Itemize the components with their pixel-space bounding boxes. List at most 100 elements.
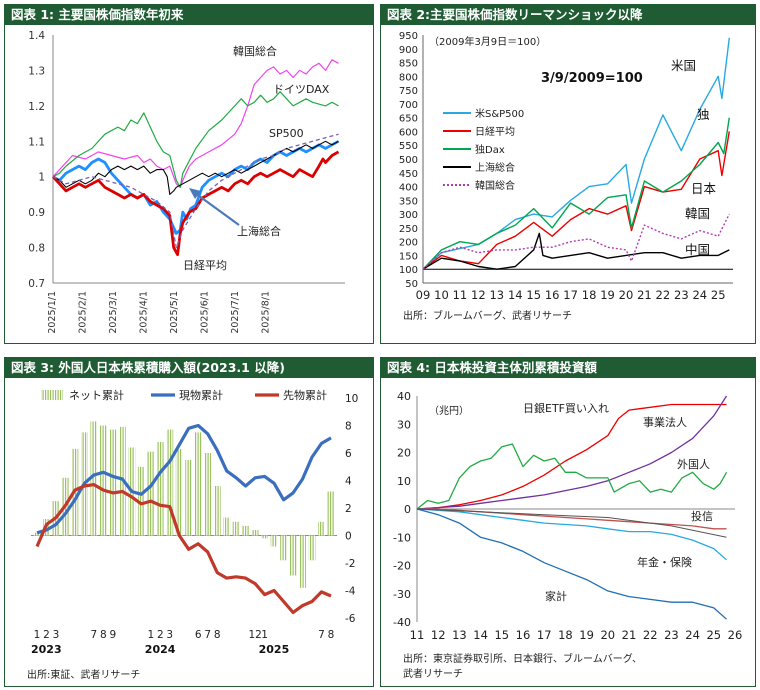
y-tick-label: 1	[38, 172, 45, 184]
net-bar	[327, 491, 335, 536]
x-tick-label: 13	[452, 628, 467, 642]
p2-series-de	[422, 117, 730, 270]
y-tick-label: 1.1	[28, 136, 45, 148]
chart-1: 0.7 0.8 0.9 1 1.1 1.2 1.3 1.4 2025/1/1 2025/2/1 20…	[28, 30, 345, 334]
y-tick-label: -10	[393, 531, 411, 544]
y-tick-label: 250	[399, 224, 418, 235]
x-tick-label: 16	[516, 628, 531, 642]
legend-label-us: 米S&P500	[475, 107, 524, 120]
x-tick-label: 25	[711, 288, 726, 302]
legend-label: ネット累計	[69, 388, 124, 402]
x-tick-label: 18	[558, 628, 573, 642]
p4-series-boj	[416, 403, 727, 510]
x-tick-label: 21	[637, 288, 652, 302]
y-tick-label: 8	[345, 421, 352, 433]
x-tick-label: 19	[579, 628, 594, 642]
source: 出所：ブルームバーグ、武者リサーチ	[403, 309, 572, 322]
label-boj: 日銀ETF買い入れ	[523, 401, 609, 415]
x-tick-label: 20	[600, 628, 615, 642]
net-bar	[204, 453, 212, 536]
x-tick-label: 2025/4/1	[139, 291, 150, 334]
y-tick-label: 450	[399, 169, 418, 180]
y-tick-label: -2	[345, 558, 355, 570]
x-tick-label: 24	[685, 628, 700, 642]
y-tick-label: 650	[399, 114, 418, 125]
panel-3: 図表 3: 外国人日本株累積購入額(2023.1 以降) -6 -4 -2 0 2 4 6 8…	[4, 357, 374, 687]
x-tick-label: 2025/7/1	[230, 291, 241, 334]
net-bar	[261, 535, 268, 539]
y-tick-label: 1.2	[28, 101, 45, 113]
x-tick-label: 2	[43, 629, 50, 641]
x-tick-label: 7	[204, 629, 211, 641]
label-shanghai: 上海総合	[237, 224, 281, 238]
shanghai-arrow-head	[189, 188, 201, 199]
net-bar	[194, 432, 202, 536]
y-tick-label: 0	[404, 503, 411, 516]
x-tick-label: 3	[53, 629, 60, 641]
x-tick-label: 2025/1/1	[47, 291, 58, 334]
x-tick-label: 20	[619, 288, 634, 302]
label-dax: ドイツDAX	[273, 83, 330, 96]
x-tick-label: 14	[473, 628, 488, 642]
y-tick-label: 800	[399, 72, 418, 83]
x-tick-label: 3	[166, 629, 173, 641]
y-tick-label: 700	[399, 100, 418, 111]
p2-series-jp	[422, 131, 730, 270]
label-foreign: 外国人	[677, 458, 710, 471]
y-tick-label: 100	[399, 265, 418, 276]
y-tick-label: 0	[345, 531, 352, 543]
y-tick-label: -6	[345, 613, 356, 625]
x-tick-label: 24	[692, 288, 707, 302]
y-tick-label: -40	[393, 616, 411, 629]
label-pension: 年金・保険	[637, 555, 692, 569]
y-tick-label: 10	[345, 393, 358, 405]
x-tick-label: 22	[656, 288, 671, 302]
x-tick-label: 9	[110, 629, 117, 641]
year-label: 2023	[31, 643, 62, 656]
label-korea: 韓国総合	[233, 44, 277, 58]
p1-series-nikkei	[51, 150, 340, 257]
y-tick-label: 600	[399, 127, 418, 138]
x-tick-label: 7	[91, 629, 98, 641]
net-bar	[270, 535, 278, 547]
y-tick-label: 550	[399, 141, 418, 152]
net-bar	[308, 535, 316, 561]
legend-label: 先物累計	[283, 388, 327, 402]
series-spot	[36, 423, 332, 535]
net-bar	[109, 429, 117, 536]
series-fut	[35, 483, 332, 615]
net-bar	[318, 521, 325, 536]
y-tick-label: 2	[345, 503, 352, 515]
net-bar	[90, 421, 98, 536]
x-tick-label: 12	[431, 628, 446, 642]
x-tick-label: 11	[410, 628, 425, 642]
net-bar	[156, 442, 164, 536]
x-tick-label: 23	[664, 628, 679, 642]
panel-1: 図表 1: 主要国株価指数年初来 0.7 0.8 0.9 1 1.1 1.2 1.3 1.4 2…	[4, 4, 374, 344]
p4-series-pension	[416, 508, 727, 561]
y-tick-label: 400	[399, 183, 418, 194]
p4-series-other	[416, 508, 727, 538]
net-bar	[100, 425, 107, 536]
x-tick-label: 15	[526, 288, 541, 302]
y-tick-label: 0.7	[28, 278, 45, 290]
x-tick-label: 6	[195, 629, 202, 641]
y-tick-label: 10	[397, 475, 411, 488]
net-bar	[289, 535, 297, 576]
y-tick-label: 200	[399, 238, 418, 249]
p1-series-shanghai	[52, 140, 339, 195]
net-bar	[175, 448, 183, 536]
p1-series-korea	[52, 59, 339, 188]
x-tick-label: 16	[545, 288, 560, 302]
x-tick-label: 10	[434, 288, 449, 302]
y-tick-label: 850	[399, 59, 418, 70]
y-tick-label: 0.9	[28, 207, 45, 219]
panel-2-title: 図表 2:主要国株価指数リーマンショック以降	[381, 5, 755, 25]
y-tick-label: 40	[397, 390, 411, 403]
x-tick-label: 2025/5/1	[169, 291, 180, 334]
p2-series-kr	[422, 213, 730, 270]
p1-series-dax	[52, 91, 339, 188]
x-tick-label: 11	[453, 288, 468, 302]
unit-label: （兆円）	[429, 405, 469, 417]
p4-series-foreign	[416, 443, 728, 510]
